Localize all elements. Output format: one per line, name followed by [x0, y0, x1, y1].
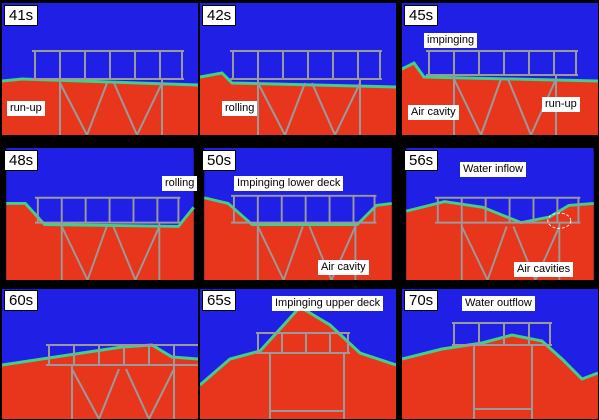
annotation-label: Air cavity: [408, 105, 459, 120]
panel-70s: 70s Water outflow: [402, 288, 598, 420]
annotation-label: Water outflow: [462, 296, 535, 311]
panel-42s: 42s rolling: [200, 3, 396, 135]
panel-65s: 65s Impinging upper deck: [200, 288, 396, 420]
time-stamp: 65s: [202, 290, 237, 311]
panel-56s: 56s Water inflow Air cavities: [402, 148, 598, 280]
annotation-label: Impinging lower deck: [234, 176, 344, 191]
annotation-label: Impinging upper deck: [272, 296, 384, 311]
time-stamp: 41s: [4, 5, 39, 26]
annotation-label: Water inflow: [460, 162, 527, 177]
time-stamp: 70s: [404, 290, 439, 311]
annotation-label: impinging: [424, 33, 478, 48]
annotation-label: rolling: [222, 101, 258, 116]
panel-50s: 50s Impinging lower deck Air cavity: [200, 148, 396, 280]
annotation-label: Air cavities: [514, 262, 574, 277]
simulation-snapshot: [6, 148, 195, 280]
time-stamp: 45s: [404, 5, 439, 26]
time-stamp: 48s: [4, 150, 39, 171]
time-stamp: 42s: [202, 5, 237, 26]
time-stamp: 60s: [4, 290, 39, 311]
panel-48s: 48s rolling: [2, 148, 198, 280]
time-stamp: 56s: [404, 150, 439, 171]
simulation-snapshot: [2, 289, 198, 420]
time-stamp: 50s: [202, 150, 237, 171]
annotation-label: Air cavity: [318, 260, 369, 275]
annotation-label: rolling: [162, 176, 198, 191]
panel-41s: 41s run-up: [2, 3, 198, 135]
panel-60s: 60s: [2, 288, 198, 420]
annotation-label: run-up: [7, 101, 45, 116]
annotation-label: run-up: [542, 97, 580, 112]
panel-45s: 45s impinging Air cavity run-up: [402, 3, 598, 135]
